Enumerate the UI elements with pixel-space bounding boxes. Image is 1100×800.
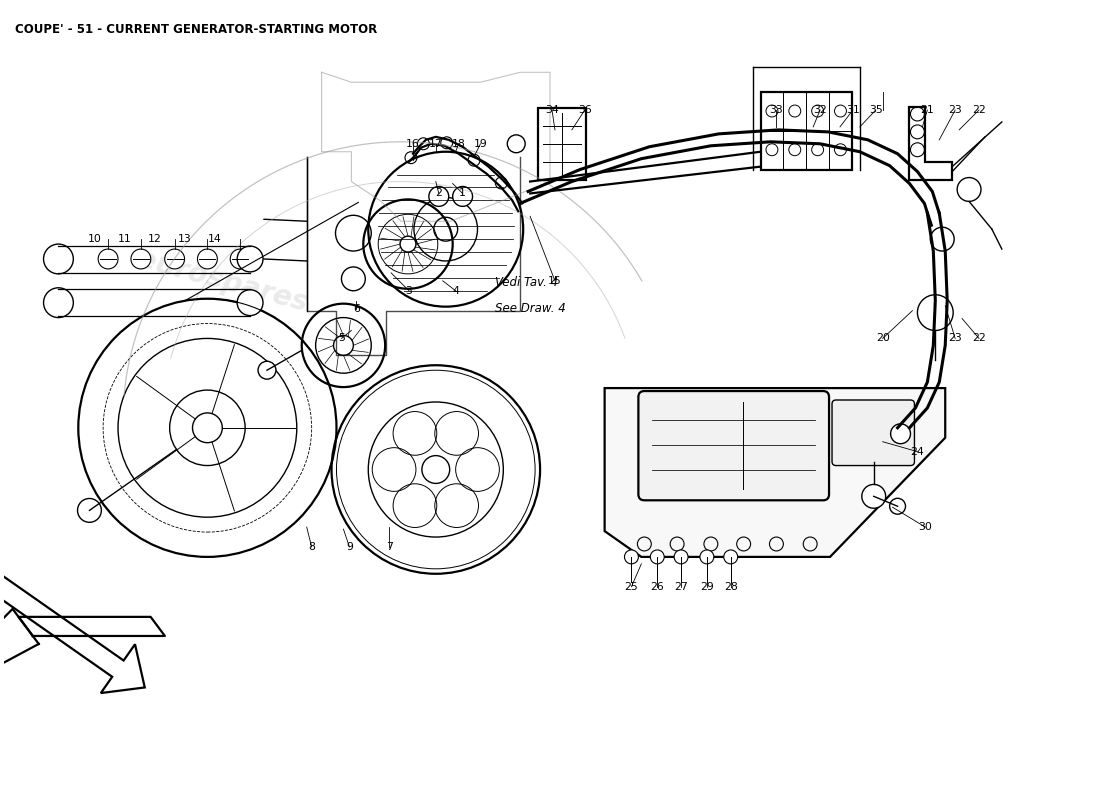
Text: 20: 20 bbox=[876, 334, 890, 343]
Text: 26: 26 bbox=[650, 582, 664, 592]
Circle shape bbox=[98, 249, 118, 269]
Text: 12: 12 bbox=[147, 234, 162, 244]
Text: Vedi Tav. 4: Vedi Tav. 4 bbox=[495, 276, 559, 290]
Text: See Draw. 4: See Draw. 4 bbox=[495, 302, 566, 315]
Text: eurospares: eurospares bbox=[134, 245, 310, 317]
Circle shape bbox=[891, 424, 911, 444]
Text: 5: 5 bbox=[338, 334, 345, 343]
Circle shape bbox=[238, 246, 263, 272]
Text: 30: 30 bbox=[918, 522, 933, 532]
Text: 17: 17 bbox=[429, 138, 442, 149]
Text: 6: 6 bbox=[353, 304, 360, 314]
Text: 15: 15 bbox=[548, 276, 562, 286]
Text: 29: 29 bbox=[700, 582, 714, 592]
Text: 13: 13 bbox=[178, 234, 191, 244]
Circle shape bbox=[674, 550, 688, 564]
Circle shape bbox=[165, 249, 185, 269]
Text: 31: 31 bbox=[846, 105, 860, 115]
Text: 23: 23 bbox=[948, 334, 962, 343]
Circle shape bbox=[625, 550, 638, 564]
Text: COUPE' - 51 - CURRENT GENERATOR-STARTING MOTOR: COUPE' - 51 - CURRENT GENERATOR-STARTING… bbox=[14, 22, 377, 36]
Circle shape bbox=[44, 288, 74, 318]
Text: 32: 32 bbox=[813, 105, 827, 115]
Circle shape bbox=[192, 413, 222, 442]
Text: 11: 11 bbox=[118, 234, 132, 244]
Text: 9: 9 bbox=[346, 542, 353, 552]
Text: 23: 23 bbox=[948, 105, 962, 115]
Circle shape bbox=[724, 550, 738, 564]
Text: 4: 4 bbox=[452, 286, 459, 296]
Circle shape bbox=[333, 335, 353, 355]
Text: 27: 27 bbox=[674, 582, 688, 592]
Text: 24: 24 bbox=[911, 446, 924, 457]
Text: eurospares: eurospares bbox=[630, 384, 807, 456]
Text: 8: 8 bbox=[308, 542, 315, 552]
Circle shape bbox=[700, 550, 714, 564]
Text: 14: 14 bbox=[208, 234, 221, 244]
Text: 7: 7 bbox=[386, 542, 393, 552]
FancyBboxPatch shape bbox=[538, 108, 585, 179]
Circle shape bbox=[861, 485, 886, 508]
Circle shape bbox=[77, 498, 101, 522]
Circle shape bbox=[433, 218, 458, 241]
FancyBboxPatch shape bbox=[832, 400, 914, 466]
Text: 3: 3 bbox=[406, 286, 412, 296]
Text: 34: 34 bbox=[546, 105, 559, 115]
Text: 35: 35 bbox=[869, 105, 882, 115]
Circle shape bbox=[44, 244, 74, 274]
Text: 25: 25 bbox=[625, 582, 638, 592]
Text: 21: 21 bbox=[921, 105, 934, 115]
Text: 10: 10 bbox=[88, 234, 102, 244]
Circle shape bbox=[238, 290, 263, 315]
Circle shape bbox=[890, 498, 905, 514]
Text: 2: 2 bbox=[436, 189, 442, 198]
FancyBboxPatch shape bbox=[760, 92, 851, 170]
Circle shape bbox=[400, 236, 416, 252]
Text: 22: 22 bbox=[972, 334, 986, 343]
Polygon shape bbox=[910, 107, 953, 179]
Circle shape bbox=[650, 550, 664, 564]
Circle shape bbox=[507, 135, 525, 153]
Text: 19: 19 bbox=[474, 138, 487, 149]
Circle shape bbox=[917, 294, 954, 330]
Text: 22: 22 bbox=[972, 105, 986, 115]
Circle shape bbox=[230, 249, 250, 269]
Text: 36: 36 bbox=[578, 105, 592, 115]
Text: 33: 33 bbox=[770, 105, 783, 115]
Circle shape bbox=[198, 249, 218, 269]
Text: 16: 16 bbox=[406, 138, 420, 149]
Text: 1: 1 bbox=[459, 189, 466, 198]
Circle shape bbox=[131, 249, 151, 269]
Circle shape bbox=[422, 456, 450, 483]
FancyBboxPatch shape bbox=[638, 391, 829, 500]
Circle shape bbox=[957, 178, 981, 202]
Circle shape bbox=[429, 186, 449, 206]
Text: 18: 18 bbox=[452, 138, 465, 149]
Circle shape bbox=[931, 227, 954, 251]
Text: 28: 28 bbox=[724, 582, 738, 592]
Polygon shape bbox=[605, 388, 945, 557]
Circle shape bbox=[258, 362, 276, 379]
Circle shape bbox=[453, 186, 473, 206]
